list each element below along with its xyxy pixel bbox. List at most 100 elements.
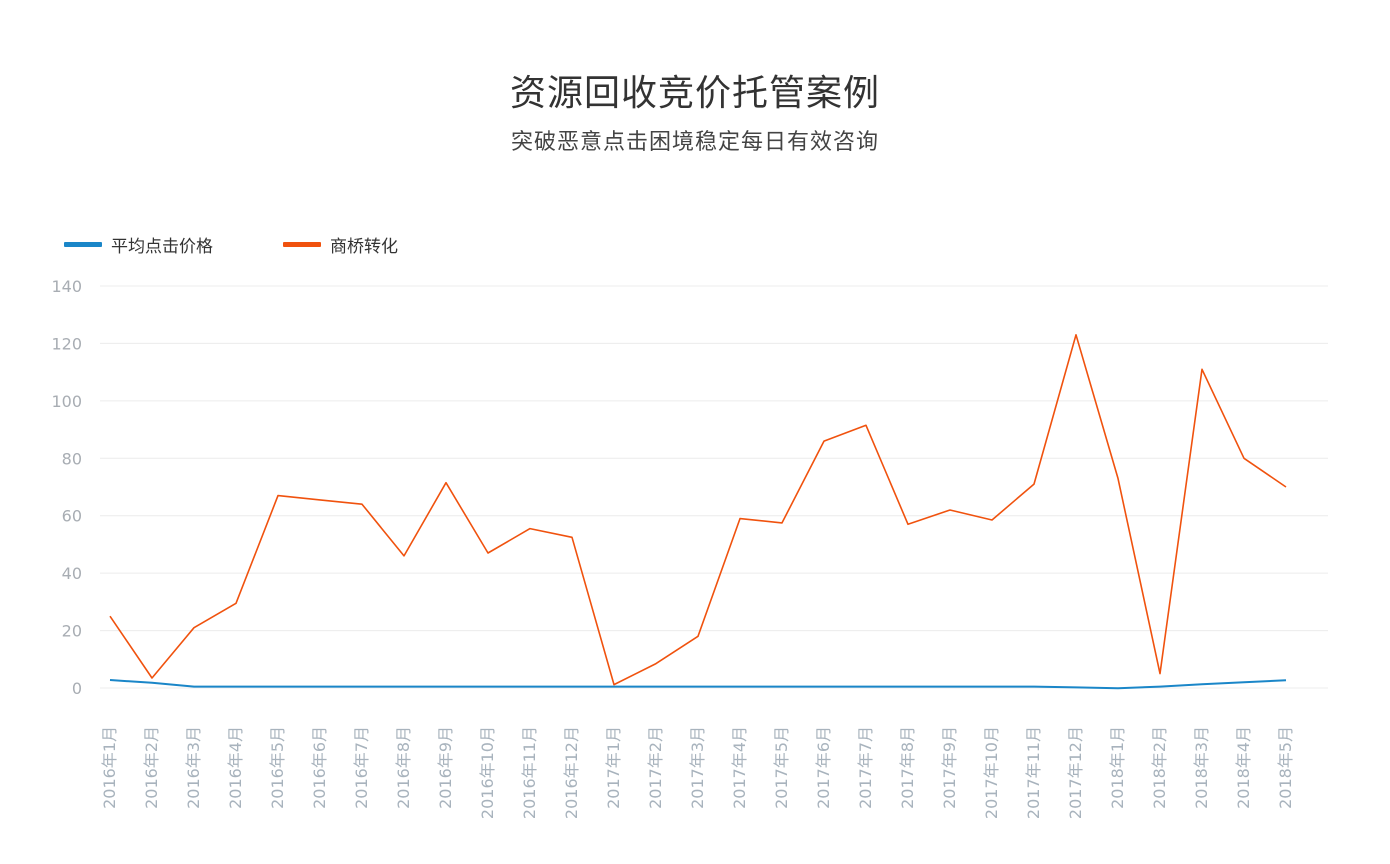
x-tick-label: 2017年9月 bbox=[940, 726, 959, 809]
series-line-avg-click-price[interactable] bbox=[109, 679, 1287, 690]
x-tick-label: 2016年12月 bbox=[562, 726, 581, 819]
y-tick-label: 60 bbox=[62, 507, 82, 526]
data-point[interactable] bbox=[527, 684, 533, 690]
data-point[interactable] bbox=[149, 675, 155, 681]
data-point[interactable] bbox=[527, 526, 533, 532]
x-tick-label: 2016年5月 bbox=[268, 726, 287, 809]
x-tick-label: 2016年3月 bbox=[184, 726, 203, 809]
x-tick-label: 2018年2月 bbox=[1150, 726, 1169, 809]
x-tick-label: 2018年4月 bbox=[1234, 726, 1253, 809]
data-point[interactable] bbox=[1199, 681, 1205, 687]
data-point[interactable] bbox=[1241, 679, 1247, 685]
x-tick-label: 2017年10月 bbox=[982, 726, 1001, 819]
data-point[interactable] bbox=[989, 517, 995, 523]
x-axis-ticks: 2016年1月 2016年2月 2016年3月 2016年4月 2016年5月 2016年… bbox=[100, 726, 1295, 819]
chart-title: 资源回收竞价托管案例 bbox=[509, 73, 880, 114]
series-line-shangqiao-conversion[interactable] bbox=[109, 334, 1287, 686]
data-point[interactable] bbox=[947, 507, 953, 513]
legend-swatch-shangqiao-conversion bbox=[283, 241, 321, 247]
x-tick-label: 2016年2月 bbox=[142, 726, 161, 809]
data-point[interactable] bbox=[1031, 481, 1037, 487]
y-tick-label: 100 bbox=[51, 392, 82, 411]
data-point[interactable] bbox=[737, 684, 743, 690]
data-point[interactable] bbox=[1199, 366, 1205, 372]
x-tick-label: 2017年1月 bbox=[604, 726, 623, 809]
y-tick-label: 20 bbox=[62, 622, 82, 641]
data-point[interactable] bbox=[947, 684, 953, 690]
data-point[interactable] bbox=[443, 480, 449, 486]
data-point[interactable] bbox=[233, 684, 239, 690]
data-point[interactable] bbox=[107, 677, 113, 683]
data-point[interactable] bbox=[401, 553, 407, 559]
x-tick-label: 2017年11月 bbox=[1024, 726, 1043, 819]
data-point[interactable] bbox=[1073, 684, 1079, 690]
legend-item-avg-click-price[interactable]: 平均点击价格 bbox=[64, 232, 213, 257]
data-point[interactable] bbox=[989, 684, 995, 690]
data-point[interactable] bbox=[275, 684, 281, 690]
legend-label: 商桥转化 bbox=[330, 236, 398, 257]
legend-label: 平均点击价格 bbox=[111, 236, 213, 257]
data-point[interactable] bbox=[317, 497, 323, 503]
x-tick-label: 2016年11月 bbox=[520, 726, 539, 819]
x-tick-label: 2016年1月 bbox=[100, 726, 119, 809]
data-point[interactable] bbox=[779, 520, 785, 526]
data-point[interactable] bbox=[191, 684, 197, 690]
data-point[interactable] bbox=[1283, 484, 1289, 490]
data-point[interactable] bbox=[275, 493, 281, 499]
data-point[interactable] bbox=[569, 684, 575, 690]
data-point[interactable] bbox=[1283, 677, 1289, 683]
data-point[interactable] bbox=[401, 684, 407, 690]
x-tick-label: 2017年2月 bbox=[646, 726, 665, 809]
y-tick-label: 140 bbox=[51, 277, 82, 296]
data-point[interactable] bbox=[905, 521, 911, 527]
data-point[interactable] bbox=[1115, 475, 1121, 481]
x-tick-label: 2018年5月 bbox=[1276, 726, 1295, 809]
data-point[interactable] bbox=[317, 684, 323, 690]
x-tick-label: 2016年6月 bbox=[310, 726, 329, 809]
data-point[interactable] bbox=[653, 684, 659, 690]
data-point[interactable] bbox=[695, 633, 701, 639]
y-tick-label: 0 bbox=[72, 679, 82, 698]
data-point[interactable] bbox=[1157, 684, 1163, 690]
x-tick-label: 2016年10月 bbox=[478, 726, 497, 819]
data-point[interactable] bbox=[1157, 671, 1163, 677]
data-point[interactable] bbox=[695, 684, 701, 690]
data-point[interactable] bbox=[779, 684, 785, 690]
legend-swatch-avg-click-price bbox=[64, 241, 102, 247]
x-tick-label: 2016年8月 bbox=[394, 726, 413, 809]
x-tick-label: 2017年7月 bbox=[856, 726, 875, 809]
data-point[interactable] bbox=[1073, 332, 1079, 338]
data-point[interactable] bbox=[191, 625, 197, 631]
data-point[interactable] bbox=[1031, 684, 1037, 690]
legend: 平均点击价格 商桥转化 bbox=[64, 232, 468, 257]
x-tick-label: 2016年9月 bbox=[436, 726, 455, 809]
x-tick-label: 2017年3月 bbox=[688, 726, 707, 809]
data-point[interactable] bbox=[233, 600, 239, 606]
data-point[interactable] bbox=[863, 422, 869, 428]
data-point[interactable] bbox=[1115, 685, 1121, 691]
data-point[interactable] bbox=[737, 516, 743, 522]
data-point[interactable] bbox=[905, 684, 911, 690]
legend-item-shangqiao-conversion[interactable]: 商桥转化 bbox=[283, 232, 398, 257]
data-point[interactable] bbox=[485, 550, 491, 556]
data-point[interactable] bbox=[107, 613, 113, 619]
x-tick-label: 2017年4月 bbox=[730, 726, 749, 809]
data-point[interactable] bbox=[821, 438, 827, 444]
data-point[interactable] bbox=[611, 682, 617, 688]
data-point[interactable] bbox=[1241, 455, 1247, 461]
data-point[interactable] bbox=[359, 684, 365, 690]
x-tick-label: 2017年5月 bbox=[772, 726, 791, 809]
data-point[interactable] bbox=[443, 684, 449, 690]
data-point[interactable] bbox=[821, 684, 827, 690]
x-tick-label: 2016年4月 bbox=[226, 726, 245, 809]
data-point[interactable] bbox=[569, 534, 575, 540]
data-point[interactable] bbox=[863, 684, 869, 690]
x-tick-label: 2016年7月 bbox=[352, 726, 371, 809]
data-point[interactable] bbox=[653, 661, 659, 667]
data-point[interactable] bbox=[485, 684, 491, 690]
y-tick-label: 80 bbox=[62, 449, 82, 468]
series-lines bbox=[107, 332, 1289, 691]
data-point[interactable] bbox=[359, 501, 365, 507]
